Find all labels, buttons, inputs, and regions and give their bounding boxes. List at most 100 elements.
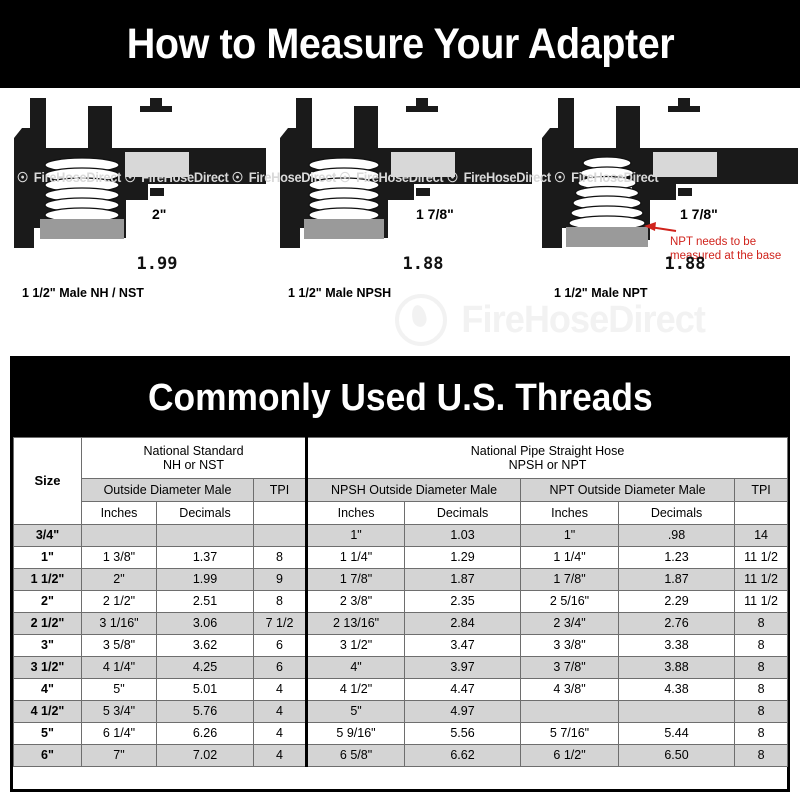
cell-npt-inches: 1 1/4" xyxy=(520,546,620,569)
cell-nh-decimals: 5.01 xyxy=(156,678,254,701)
cell-nh-inches: 2" xyxy=(81,568,157,591)
cell-npsh-decimals: 2.35 xyxy=(404,590,522,613)
cell-npt-decimals: 6.50 xyxy=(618,744,736,767)
cell-np-tpi: 8 xyxy=(734,634,789,657)
cell-nh-tpi: 8 xyxy=(252,546,309,569)
cell-np-tpi: 11 1/2 xyxy=(734,546,789,569)
table-row: 1" 1 3/8" 1.37 8 1 1/4" 1.29 1 1/4" 1.23 11 1/2 xyxy=(13,546,789,569)
cell-np-tpi: 8 xyxy=(734,722,789,745)
cell-nh-inches: 7" xyxy=(81,744,157,767)
cell-nh-inches: 6 1/4" xyxy=(81,722,157,745)
header-np-tpi-blank xyxy=(734,501,789,525)
header-nh-inches: Inches xyxy=(81,501,157,525)
cell-npsh-inches: 1 1/4" xyxy=(306,546,406,569)
cell-size: 3 1/2" xyxy=(13,656,82,679)
cell-nh-decimals: 5.76 xyxy=(156,700,254,723)
table-row: 3/4" 1" 1.03 1" .98 14 xyxy=(13,524,789,547)
cell-nh-decimals: 1.99 xyxy=(156,568,254,591)
cell-nh-tpi: 8 xyxy=(252,590,309,613)
table-row: 2 1/2" 3 1/16" 3.06 7 1/2 2 13/16" 2.84 2 3/4"… xyxy=(13,612,789,635)
cell-npt-inches: 4 3/8" xyxy=(520,678,620,701)
cell-npt-inches: 2 3/4" xyxy=(520,612,620,635)
table-header-row-group: Size National Standard NH or NST Nationa… xyxy=(13,437,789,525)
cell-npsh-decimals: 1.03 xyxy=(404,524,522,547)
table-row: 4 1/2" 5 3/4" 5.76 4 5" 4.97 8 xyxy=(13,700,789,723)
cell-nh-tpi: 7 1/2 xyxy=(252,612,309,635)
header-npt-inches: Inches xyxy=(520,501,620,525)
diagram-caption-npt: 1 1/2" Male NPT xyxy=(554,286,648,300)
cell-size: 4" xyxy=(13,678,82,701)
cell-nh-tpi: 4 xyxy=(252,744,309,767)
cell-npsh-inches: 1" xyxy=(306,524,406,547)
cell-npt-decimals: 1.23 xyxy=(618,546,736,569)
cell-size: 6" xyxy=(13,744,82,767)
cell-size: 3" xyxy=(13,634,82,657)
cell-npsh-inches: 5" xyxy=(306,700,406,723)
header-group-nh-line2: NH or NST xyxy=(162,458,225,472)
cell-nh-inches: 1 3/8" xyxy=(81,546,157,569)
cell-npsh-decimals: 6.62 xyxy=(404,744,522,767)
table-row: 6" 7" 7.02 4 6 5/8" 6.62 6 1/2" 6.50 8 xyxy=(13,744,789,767)
diagram-panel-nh-nst: 2" 1 1/2" Male NH / NST xyxy=(0,88,266,350)
cell-nh-tpi: 4 xyxy=(252,678,309,701)
cell-npsh-inches: 2 3/8" xyxy=(306,590,406,613)
cell-nh-inches: 3 5/8" xyxy=(81,634,157,657)
cell-nh-inches xyxy=(81,524,157,547)
cell-nh-decimals: 1.37 xyxy=(156,546,254,569)
caliper-reading-npsh: 1.88 xyxy=(402,254,444,274)
cell-np-tpi: 8 xyxy=(734,700,789,723)
cell-nh-tpi xyxy=(252,524,309,547)
page-title-banner: How to Measure Your Adapter xyxy=(0,0,800,88)
cell-npt-inches: 3 7/8" xyxy=(520,656,620,679)
cell-np-tpi: 8 xyxy=(734,744,789,767)
header-npsh-decimals: Decimals xyxy=(404,501,522,525)
cell-npt-inches: 1" xyxy=(520,524,620,547)
cell-nh-decimals: 7.02 xyxy=(156,744,254,767)
cell-npsh-inches: 1 7/8" xyxy=(306,568,406,591)
header-npsh-od: NPSH Outside Diameter Male xyxy=(306,478,522,502)
diagram-caption-nh-nst: 1 1/2" Male NH / NST xyxy=(22,286,144,300)
caliper-display-npt: 1.88 xyxy=(654,254,716,274)
cell-np-tpi: 8 xyxy=(734,656,789,679)
cell-npsh-inches: 2 13/16" xyxy=(306,612,406,635)
header-nh-decimals: Decimals xyxy=(156,501,254,525)
measurement-label-npt: 1 7/8" xyxy=(680,206,718,222)
cell-nh-inches: 4 1/4" xyxy=(81,656,157,679)
cell-size: 5" xyxy=(13,722,82,745)
cell-npt-decimals xyxy=(618,700,736,723)
cell-size: 4 1/2" xyxy=(13,700,82,723)
cell-np-tpi: 8 xyxy=(734,612,789,635)
caliper-reading-npt: 1.88 xyxy=(664,254,706,274)
cell-npt-inches: 3 3/8" xyxy=(520,634,620,657)
cell-np-tpi: 11 1/2 xyxy=(734,568,789,591)
cell-npsh-decimals: 2.84 xyxy=(404,612,522,635)
header-group-np-line1: National Pipe Straight Hose xyxy=(470,443,625,458)
npt-note-line1: NPT needs to be xyxy=(670,236,757,248)
cell-nh-tpi: 4 xyxy=(252,700,309,723)
header-group-np-line2: NPSH or NPT xyxy=(508,458,587,472)
cell-npt-decimals: 2.76 xyxy=(618,612,736,635)
cell-np-tpi: 11 1/2 xyxy=(734,590,789,613)
caliper-display-npsh: 1.88 xyxy=(392,254,454,274)
npt-note-line2: measured at the base xyxy=(670,250,782,262)
table-row: 5" 6 1/4" 6.26 4 5 9/16" 5.56 5 7/16" 5.44 8 xyxy=(13,722,789,745)
cell-nh-inches: 2 1/2" xyxy=(81,590,157,613)
table-row: 2" 2 1/2" 2.51 8 2 3/8" 2.35 2 5/16" 2.29 11 1/2 xyxy=(13,590,789,613)
cell-nh-decimals: 3.06 xyxy=(156,612,254,635)
cell-np-tpi: 14 xyxy=(734,524,789,547)
caliper-illustration-npt xyxy=(532,88,798,268)
table-header-row-sub: Outside Diameter Male TPI NPSH Outside D… xyxy=(14,478,789,502)
header-np-tpi: TPI xyxy=(734,478,789,502)
header-group-nh: National Standard NH or NST xyxy=(80,437,309,479)
cell-npsh-decimals: 4.47 xyxy=(404,678,522,701)
cell-npsh-inches: 6 5/8" xyxy=(306,744,406,767)
cell-nh-inches: 5" xyxy=(81,678,157,701)
threads-table: Size National Standard NH or NST Nationa… xyxy=(13,437,789,767)
cell-npsh-decimals: 3.97 xyxy=(404,656,522,679)
caliper-illustration-nh-nst xyxy=(0,88,266,268)
header-size: Size xyxy=(13,437,82,525)
measurement-label-nh-nst: 2" xyxy=(152,206,167,222)
cell-nh-tpi: 6 xyxy=(252,656,309,679)
cell-npt-decimals: 1.87 xyxy=(618,568,736,591)
header-npsh-inches: Inches xyxy=(306,501,406,525)
